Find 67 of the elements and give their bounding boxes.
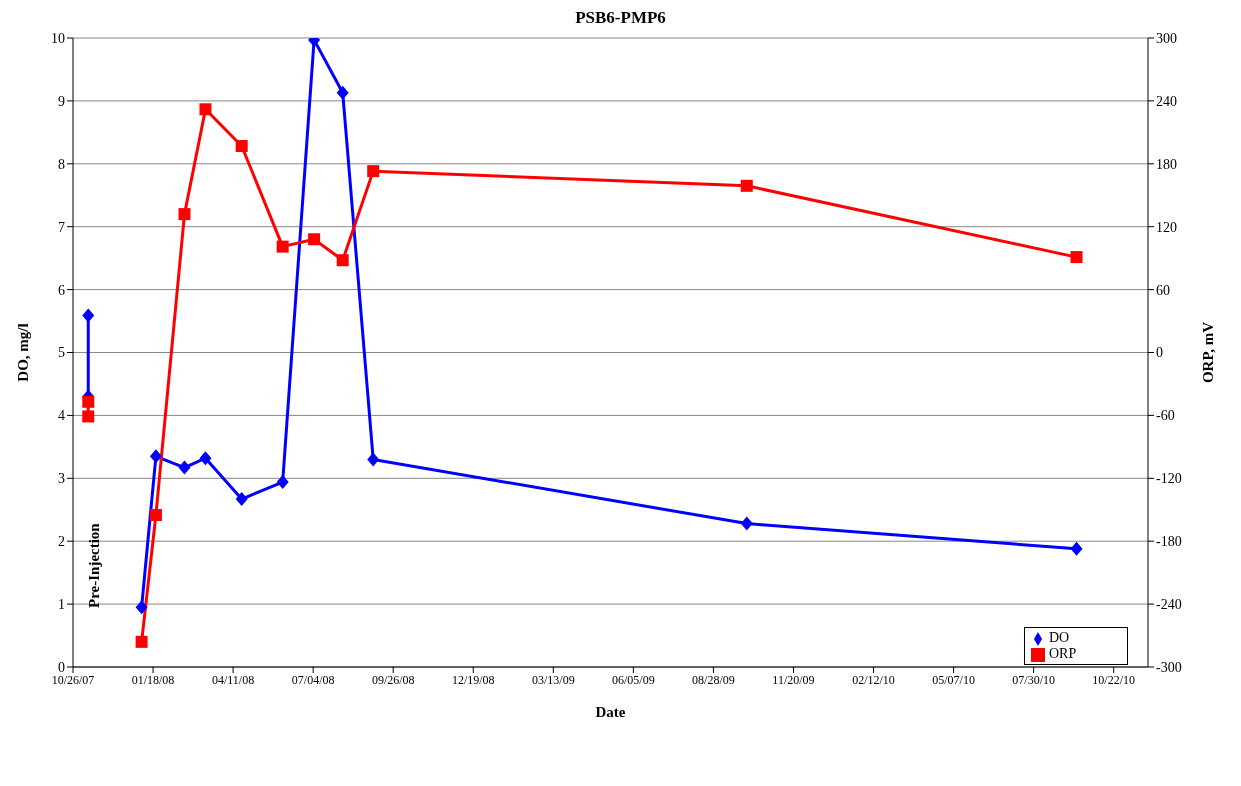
point	[82, 395, 95, 408]
point	[308, 233, 321, 246]
y-tick-label: 6	[58, 282, 65, 298]
y-axis-title: DO, mg/l	[15, 323, 32, 382]
x-tick-label: 08/28/09	[692, 672, 735, 687]
chart-title: PSB6-PMP6	[574, 8, 667, 29]
y-tick-label: 1	[58, 597, 65, 613]
x-tick-label: 12/19/08	[451, 672, 495, 687]
point	[740, 516, 753, 531]
annotation: Pre-Injection	[86, 523, 103, 608]
x-tick-label: 03/13/09	[531, 672, 575, 687]
y2-tick-label: -120	[1156, 471, 1182, 487]
legend-label: ORP	[1049, 646, 1077, 661]
point	[740, 179, 753, 192]
x-tick-label: 09/26/08	[371, 672, 415, 687]
point	[367, 165, 380, 178]
point	[336, 254, 349, 267]
point	[336, 85, 349, 100]
point	[367, 452, 380, 467]
y-tick-label: 3	[58, 471, 65, 487]
y2-tick-label: -60	[1156, 408, 1175, 424]
point	[199, 103, 212, 116]
y2-tick-label: 300	[1156, 30, 1177, 46]
point	[82, 308, 95, 323]
y-tick-label: 4	[58, 408, 65, 424]
point	[178, 208, 191, 221]
point	[1070, 541, 1083, 556]
y-tick-label: 5	[58, 345, 65, 361]
x-axis-title: Date	[595, 704, 626, 720]
point	[82, 410, 95, 423]
y2-tick-label: 0	[1156, 345, 1163, 361]
y-tick-label: 2	[58, 534, 65, 550]
y-tick-label: 8	[58, 156, 65, 172]
point	[1070, 251, 1083, 264]
y2-tick-label: 120	[1156, 219, 1177, 235]
x-tick-label: 04/11/08	[211, 672, 255, 687]
x-tick-label: 06/05/09	[612, 672, 655, 687]
x-tick-label: 07/04/08	[291, 672, 335, 687]
point	[276, 240, 289, 253]
y-tick-label: 10	[51, 30, 65, 46]
point	[199, 451, 212, 466]
x-tick-label: 05/07/10	[932, 672, 975, 687]
point	[135, 635, 148, 648]
y-tick-label: 9	[58, 93, 65, 109]
point	[149, 449, 162, 464]
x-tick-label: 11/20/09	[772, 672, 815, 687]
x-tick-label: 07/30/10	[1012, 672, 1055, 687]
y-tick-label: 7	[58, 219, 65, 235]
legend-label: DO	[1049, 630, 1070, 645]
y2-tick-label: 60	[1156, 282, 1170, 298]
point	[149, 508, 162, 521]
point	[276, 475, 289, 490]
x-tick-label: 01/18/08	[131, 672, 175, 687]
y2-tick-label: -240	[1156, 597, 1182, 613]
point	[235, 139, 248, 152]
point	[178, 460, 191, 475]
point	[135, 600, 148, 615]
y2-tick-label: -180	[1156, 534, 1182, 550]
x-tick-label: 10/22/10	[1092, 672, 1136, 687]
x-tick-label: 10/26/07	[51, 672, 95, 687]
y2-tick-label: 240	[1156, 93, 1177, 109]
y2-tick-label: -300	[1156, 659, 1182, 675]
x-tick-label: 02/12/10	[852, 672, 895, 687]
point	[235, 492, 248, 507]
y2-axis-title: ORP, mV	[1200, 321, 1217, 384]
y-tick-label: 0	[58, 659, 65, 675]
y2-tick-label: 180	[1156, 156, 1177, 172]
